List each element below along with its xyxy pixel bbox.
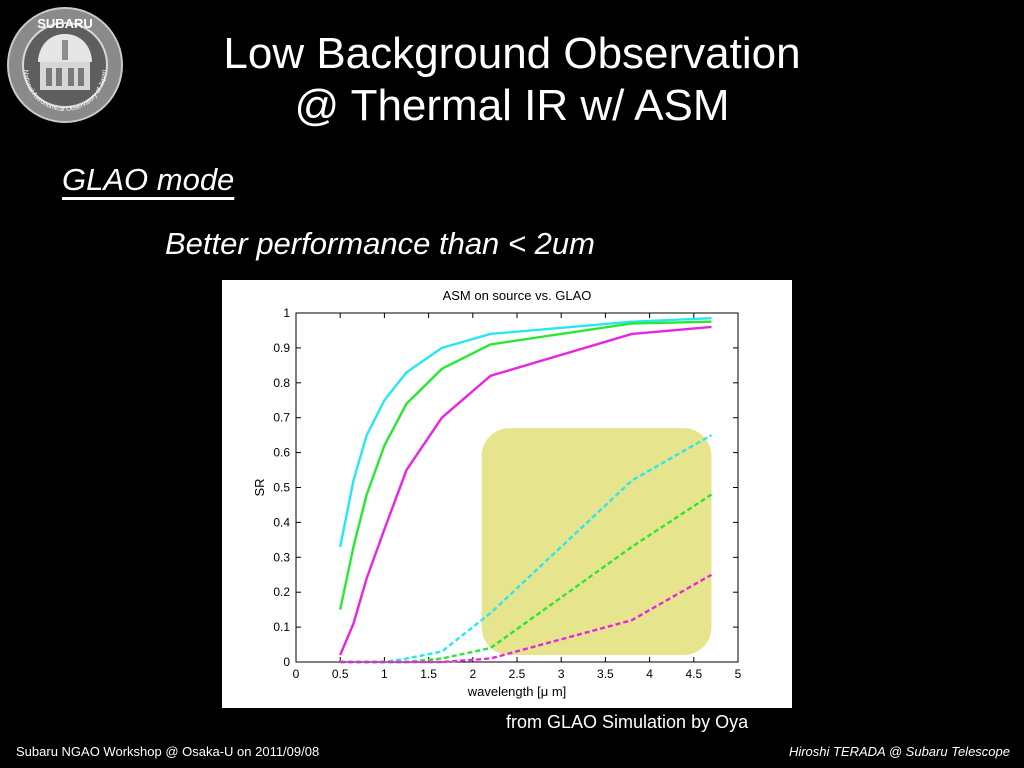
x-tick-label: 5 [735, 667, 742, 681]
chart-credit: from GLAO Simulation by Oya [506, 712, 749, 732]
highlight-region [481, 428, 712, 656]
y-tick-label: 0.6 [273, 446, 290, 460]
y-tick-label: 0.4 [273, 515, 290, 529]
subaru-logo: SUBARU National Astronomical Observatory… [6, 6, 124, 124]
subaru-logo-emblem: SUBARU National Astronomical Observatory… [7, 7, 123, 123]
y-tick-label: 0.5 [273, 481, 290, 495]
x-axis-label: wavelength [μ m] [467, 684, 567, 699]
chart-title: ASM on source vs. GLAO [443, 288, 592, 303]
x-tick-label: 3.5 [597, 667, 614, 681]
x-tick-label: 3 [558, 667, 565, 681]
y-tick-label: 0.8 [273, 376, 290, 390]
y-tick-label: 1 [283, 306, 290, 320]
x-tick-label: 0 [293, 667, 300, 681]
asm-series-0 [339, 317, 712, 548]
x-tick-label: 0.5 [332, 667, 349, 681]
footer-event: Subaru NGAO Workshop @ Osaka-U on 2011/0… [16, 744, 320, 759]
y-tick-label: 0.3 [273, 550, 290, 564]
y-tick-label: 0 [283, 655, 290, 669]
y-tick-label: 0.2 [273, 585, 290, 599]
x-tick-label: 4 [646, 667, 653, 681]
y-tick-label: 0.7 [273, 411, 290, 425]
footer-author: Hiroshi TERADA @ Subaru Telescope [788, 744, 1010, 759]
sr-chart: 0 0.5 1 1.5 2 2.5 3 3.5 4 4.5 5 0 0.1 0.2 0.3 0.4 0.5 0.6… [222, 280, 792, 708]
glao-series-5 [340, 573, 713, 664]
asm-series-2 [339, 325, 712, 656]
slide-title: Low Background Observation @ Thermal IR … [0, 28, 1024, 132]
sr-chart-svg: 0 0.5 1 1.5 2 2.5 3 3.5 4 4.5 5 0 0.1 0.2 0.3 0.4 0.5 0.6… [252, 288, 742, 699]
y-tick-label: 0.9 [273, 341, 290, 355]
bullet-text: Better performance than < 2um [165, 226, 595, 261]
asm-series-1 [339, 320, 712, 610]
x-tick-label: 1 [381, 667, 388, 681]
title-line-2: @ Thermal IR w/ ASM [294, 81, 730, 130]
x-tick-label: 2 [469, 667, 476, 681]
x-tick-label: 2.5 [509, 667, 526, 681]
y-tick-label: 0.1 [273, 620, 290, 634]
logo-name: SUBARU [37, 16, 93, 31]
y-axis-label: SR [252, 478, 267, 496]
x-tick-label: 4.5 [685, 667, 702, 681]
section-heading: GLAO mode [62, 162, 235, 197]
x-tick-label: 1.5 [420, 667, 437, 681]
title-line-1: Low Background Observation [223, 29, 801, 78]
